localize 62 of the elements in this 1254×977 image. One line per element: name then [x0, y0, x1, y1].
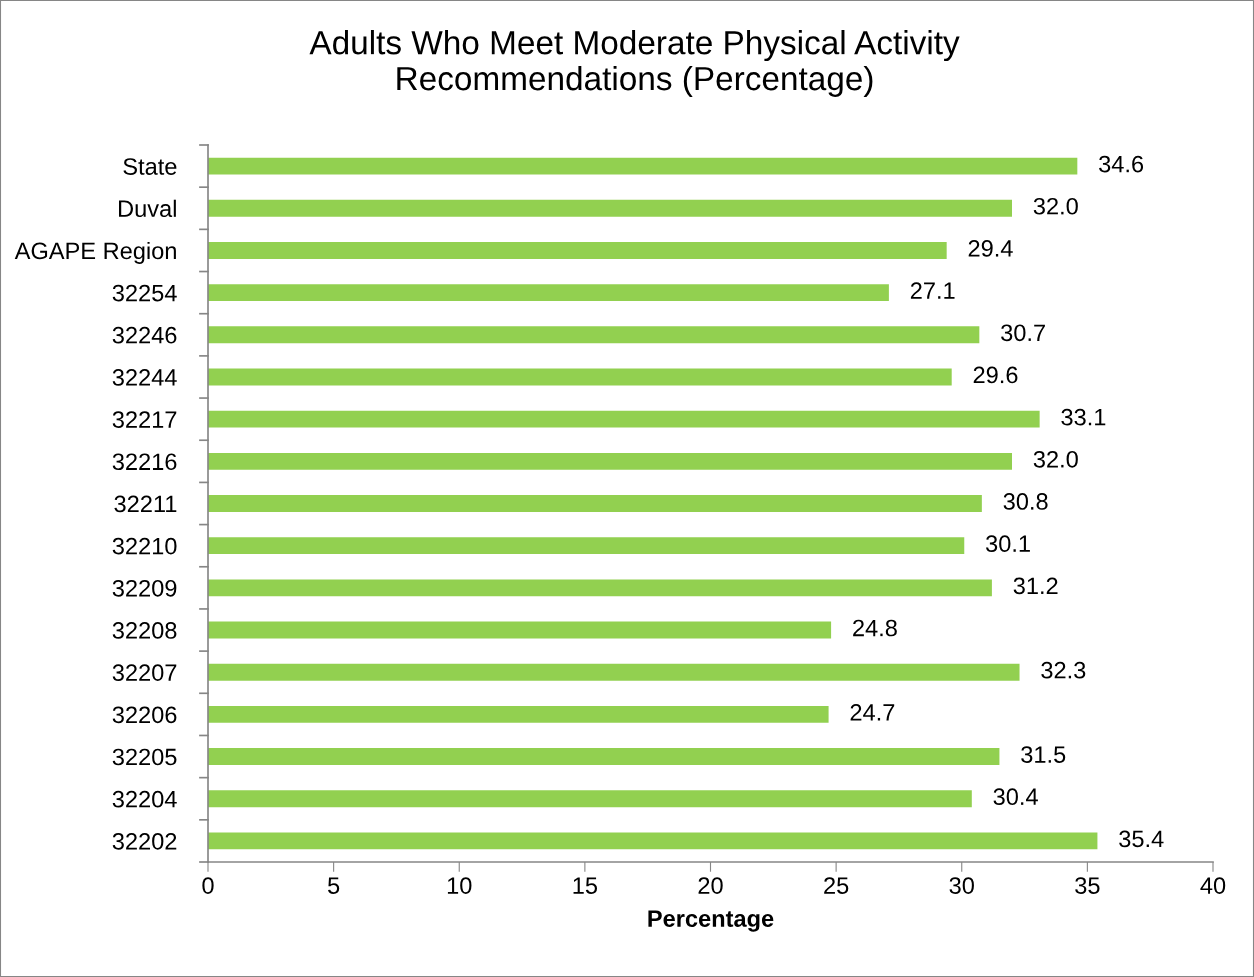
x-tick-label: 40	[1200, 877, 1226, 894]
data-label: 30.7	[1001, 324, 1045, 342]
bar	[208, 537, 965, 555]
bar	[208, 832, 1098, 850]
y-tick-label: 32244	[112, 369, 177, 386]
bar	[208, 410, 1040, 428]
y-tick-label: 32205	[112, 748, 177, 766]
x-tick-label: 5	[328, 877, 340, 894]
data-label: 35.4	[1119, 830, 1164, 848]
y-tick-label: 32210	[112, 537, 177, 555]
data-label: 29.4	[968, 240, 1013, 257]
x-tick-label: 20	[698, 877, 723, 894]
bar	[208, 242, 947, 259]
x-tick-label: 25	[824, 877, 849, 894]
bar	[208, 748, 1000, 765]
x-tick-label: 10	[447, 877, 472, 894]
y-tick-label: 32207	[112, 664, 177, 681]
y-tick-label: 32211	[114, 495, 177, 513]
bar	[208, 579, 992, 597]
data-label: 32.0	[1033, 197, 1078, 215]
y-tick-label: Duval	[119, 199, 176, 218]
data-label: 30.4	[993, 788, 1038, 806]
chart-title: Adults Who Meet Moderate Physical Activity Recommendations (Percentage)	[309, 30, 960, 97]
x-tick-label: 30	[949, 877, 974, 894]
x-tick-label: 0	[202, 877, 214, 894]
bar	[208, 621, 832, 639]
data-label: 34.6	[1099, 155, 1144, 173]
y-tick-label: 32208	[112, 622, 177, 639]
data-label: 31.2	[1013, 577, 1058, 595]
bar	[208, 326, 980, 344]
data-label: 27.1	[910, 282, 955, 299]
y-tick-label: 32206	[112, 706, 177, 724]
x-tick-label: 15	[573, 877, 598, 894]
y-tick-label: 32217	[112, 411, 177, 428]
bar	[208, 368, 952, 386]
bar	[208, 452, 1012, 470]
y-tick-label: 32246	[112, 326, 177, 344]
data-label: 32.0	[1033, 450, 1078, 468]
bar	[208, 790, 972, 808]
x-tick-label: 35	[1075, 877, 1100, 894]
y-tick-label: 32202	[112, 832, 177, 850]
bar	[208, 495, 982, 512]
bar	[208, 663, 1020, 681]
data-label: 33.1	[1061, 408, 1106, 426]
bar	[208, 157, 1078, 175]
y-tick-label: AGAPE Region	[14, 241, 176, 264]
y-tick-label: 32204	[112, 790, 177, 808]
data-label: 31.5	[1021, 746, 1066, 763]
data-label: 30.1	[986, 535, 1030, 553]
bar	[208, 284, 889, 302]
data-label: 29.6	[973, 366, 1018, 384]
y-tick-label: State	[123, 158, 177, 175]
data-label: 32.3	[1041, 661, 1086, 679]
bar	[208, 705, 829, 723]
y-tick-label: 32254	[112, 284, 177, 302]
x-axis-title: Percentage	[648, 910, 774, 932]
y-tick-label: 32209	[112, 579, 177, 597]
bar	[208, 199, 1012, 217]
data-label: 24.8	[853, 619, 897, 637]
data-label: 30.8	[1003, 493, 1048, 510]
y-tick-label: 32216	[112, 453, 177, 471]
data-label: 24.7	[850, 704, 895, 721]
